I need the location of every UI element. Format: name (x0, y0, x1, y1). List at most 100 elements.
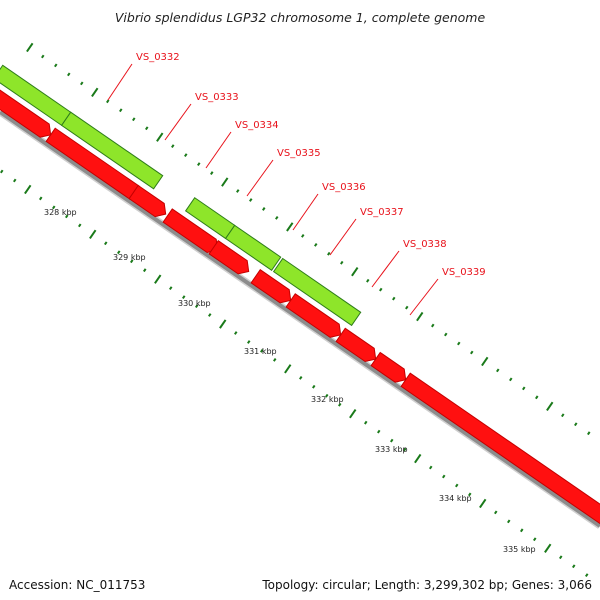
tick-mark (338, 402, 342, 407)
tick-mark (236, 189, 240, 193)
tick-mark (457, 341, 461, 346)
gene-label-vs_0332[interactable]: VS_0332 (136, 52, 180, 63)
tick-mark (574, 422, 578, 427)
tick-mark (429, 465, 433, 470)
tick-mark (559, 555, 563, 560)
tick-mark (431, 323, 435, 328)
tick-mark (89, 229, 97, 239)
gene-block-reverse[interactable] (250, 268, 292, 304)
gene-label-leader (164, 103, 192, 141)
backbone-line (0, 110, 600, 528)
tick-mark (364, 420, 368, 425)
gene-label-leader (329, 218, 357, 256)
gene-label-leader (107, 63, 133, 101)
tick-mark (143, 268, 147, 273)
tick-mark (520, 528, 524, 533)
tick-mark (119, 108, 123, 113)
tick-mark (392, 296, 396, 301)
tick-mark (479, 498, 487, 509)
tick-mark (171, 144, 175, 149)
gene-tracks (0, 64, 600, 534)
tick-mark (533, 537, 537, 542)
tick-mark (546, 401, 554, 411)
gene-block-reverse[interactable] (335, 327, 377, 363)
genome-summary-text: Topology: circular; Length: 3,299,302 bp… (262, 578, 592, 592)
gene-label-leader (292, 193, 319, 231)
tick-mark (260, 349, 264, 353)
tick-mark (587, 431, 591, 436)
tick-mark (273, 358, 277, 362)
gene-label-vs_0338[interactable]: VS_0338 (403, 239, 447, 250)
tick-mark (496, 368, 500, 373)
gene-label-leader (371, 250, 400, 288)
gene-block-reverse[interactable] (0, 83, 52, 138)
gene-label-leader (246, 159, 274, 197)
tick-mark (509, 377, 513, 382)
tick-mark (26, 42, 34, 53)
tick-mark (379, 287, 383, 292)
tick-mark (377, 429, 381, 434)
gene-label-vs_0337[interactable]: VS_0337 (360, 207, 404, 218)
tick-mark (349, 409, 357, 419)
tick-mark (366, 278, 370, 283)
gene-labels: VS_0332 VS_0333 VS_0334 VS_0335 VS_0336 VS_03… (107, 52, 486, 316)
gene-label-leader (409, 278, 439, 316)
gene-label-vs_0335[interactable]: VS_0335 (277, 148, 321, 159)
gene-block-reverse[interactable] (285, 293, 342, 338)
tick-mark (535, 395, 539, 400)
tick-mark (444, 332, 448, 337)
tick-mark (468, 492, 472, 497)
tick-mark (65, 214, 69, 219)
tick-mark (52, 205, 56, 210)
tick-mark (184, 153, 188, 158)
gene-block-forward[interactable] (272, 257, 362, 327)
tick-mark (0, 169, 4, 174)
scale-labels: 328 kbp 329 kbp 330 kbp 331 kbp 332 kbp 333 k… (44, 208, 536, 554)
gene-label-vs_0333[interactable]: VS_0333 (195, 92, 239, 103)
tick-mark (13, 178, 17, 183)
gene-label-vs_0334[interactable]: VS_0334 (235, 120, 279, 131)
gene-label-vs_0339[interactable]: VS_0339 (442, 267, 486, 278)
tick-mark (234, 331, 238, 335)
tick-mark (104, 241, 108, 246)
tick-mark (156, 132, 164, 142)
tick-mark (247, 340, 251, 344)
tick-mark (561, 413, 565, 418)
tick-mark (507, 519, 511, 524)
scale-label: 329 kbp (113, 253, 146, 262)
tick-mark (572, 564, 576, 569)
tick-mark (390, 438, 394, 443)
tick-mark (327, 251, 331, 256)
gene-block-reverse[interactable] (128, 184, 167, 218)
tick-mark (262, 207, 266, 211)
gene-block-reverse[interactable] (400, 372, 600, 534)
gene-block-forward[interactable] (60, 111, 164, 190)
tick-mark (314, 242, 318, 247)
tick-mark (442, 474, 446, 479)
tick-mark (208, 313, 212, 317)
tick-mark (544, 543, 552, 553)
scale-label: 330 kbp (178, 299, 211, 308)
gene-block-reverse[interactable] (208, 240, 250, 275)
accession-text: Accession: NC_011753 (9, 578, 146, 592)
tick-mark (481, 356, 489, 367)
tick-mark (414, 453, 422, 464)
tick-mark (470, 350, 474, 355)
tick-mark (195, 304, 199, 308)
tick-mark (221, 177, 229, 187)
tick-mark (154, 274, 162, 284)
gene-block-forward[interactable] (224, 224, 282, 271)
tick-mark (416, 311, 424, 322)
scale-label: 334 kbp (439, 494, 472, 503)
tick-mark (351, 267, 359, 277)
tick-mark (41, 54, 45, 59)
gene-block-reverse[interactable] (370, 351, 407, 383)
gene-label-vs_0336[interactable]: VS_0336 (322, 182, 366, 193)
tick-mark (284, 364, 292, 374)
scale-label: 333 kbp (375, 445, 408, 454)
tick-mark (301, 233, 305, 238)
tick-mark (78, 223, 82, 228)
tick-mark (403, 447, 407, 452)
